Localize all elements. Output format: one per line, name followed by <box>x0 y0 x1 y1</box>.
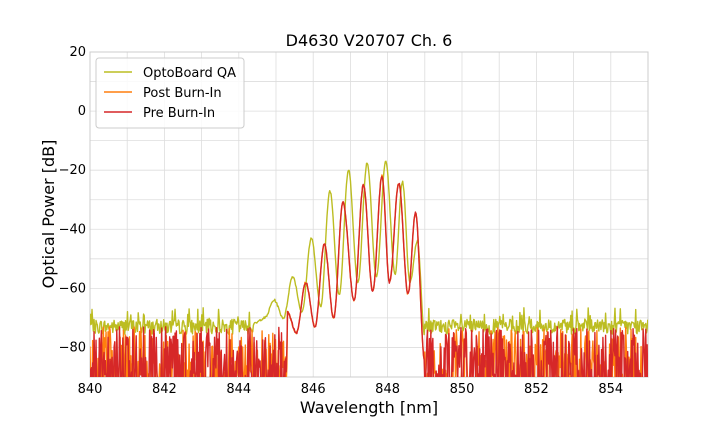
x-tick-label: 846 <box>301 382 326 397</box>
x-tick-label: 844 <box>226 382 251 397</box>
tick-labels: 840 842 844 846 848 850 852 854 20 0 −20 −40 −60 −80 <box>59 45 624 397</box>
legend-box <box>95 57 245 129</box>
y-tick-label: −20 <box>59 163 86 178</box>
series-line-pre-burn-in <box>90 175 648 377</box>
y-tick-label: 20 <box>69 45 86 60</box>
chart-title: D4630 V20707 Ch. 6 <box>286 31 453 50</box>
x-axis-label: Wavelength [nm] <box>300 398 438 417</box>
legend: OptoBoard QA Post Burn-In Pre Burn-In <box>95 57 245 129</box>
x-tick-label: 850 <box>450 382 475 397</box>
legend-label-pre-burn-in: Pre Burn-In <box>143 106 215 121</box>
y-tick-label: 0 <box>78 104 86 119</box>
series-layer <box>90 160 648 377</box>
y-tick-label: −40 <box>59 222 86 237</box>
plot-frame <box>89 51 649 378</box>
x-tick-label: 852 <box>524 382 549 397</box>
y-tick-label: −60 <box>59 281 86 296</box>
y-axis-label: Optical Power [dB] <box>39 140 58 289</box>
y-tick-label: −80 <box>59 340 86 355</box>
x-tick-label: 854 <box>598 382 623 397</box>
legend-label-optoboard-qa: OptoBoard QA <box>143 66 236 81</box>
x-tick-label: 848 <box>375 382 400 397</box>
series-line-optoboard-qa <box>90 160 648 336</box>
x-tick-label: 842 <box>152 382 177 397</box>
grid <box>89 51 649 378</box>
x-tick-label: 840 <box>78 382 103 397</box>
legend-label-post-burn-in: Post Burn-In <box>143 86 222 101</box>
